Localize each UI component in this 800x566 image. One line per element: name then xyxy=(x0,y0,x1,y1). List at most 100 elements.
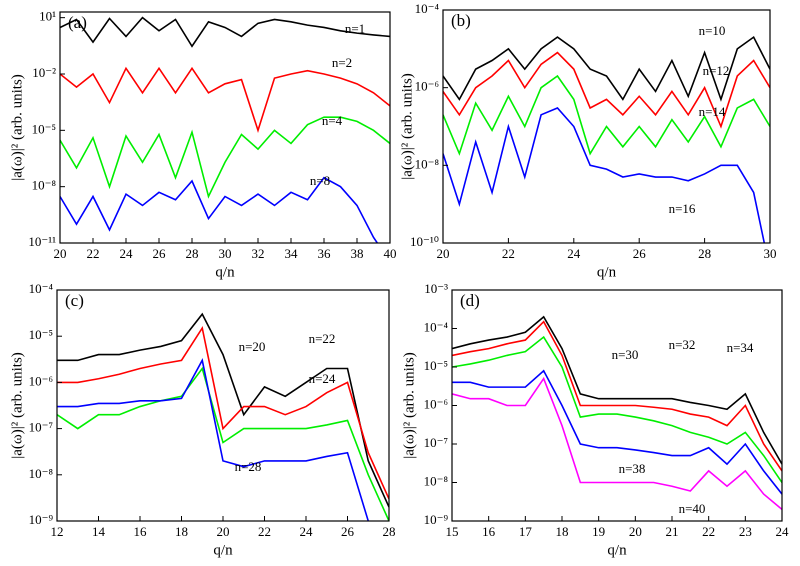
x-tick-label: 18 xyxy=(556,524,569,539)
x-tick-label: 17 xyxy=(519,524,533,539)
x-tick-label: 14 xyxy=(92,524,106,539)
x-tick-label: 38 xyxy=(351,246,364,261)
plot-area xyxy=(452,315,782,511)
x-tick-label: 24 xyxy=(567,246,581,261)
data-line xyxy=(452,376,782,511)
data-line xyxy=(443,51,770,129)
x-tick-label: 16 xyxy=(134,524,148,539)
y-tick-label: 10⁻⁴ xyxy=(424,319,449,334)
curve-label: n=16 xyxy=(669,201,696,216)
x-tick-label: 34 xyxy=(285,246,299,261)
curve-label: n=1 xyxy=(345,21,365,36)
data-line xyxy=(452,315,782,465)
y-tick-label: 10⁻⁴ xyxy=(29,281,54,296)
x-tick-label: 20 xyxy=(437,246,450,261)
x-tick-label: 30 xyxy=(764,246,777,261)
y-tick-label: 10⁻⁸ xyxy=(32,178,57,193)
y-axis-title: |a(ω)|² (arb. units) xyxy=(401,352,417,459)
x-tick-label: 22 xyxy=(502,246,515,261)
data-line xyxy=(60,66,390,133)
curve-label: n=12 xyxy=(703,63,730,78)
x-tick-label: 28 xyxy=(698,246,711,261)
x-tick-label: 20 xyxy=(54,246,67,261)
curve-label: n=32 xyxy=(669,337,696,352)
x-tick-label: 24 xyxy=(776,524,790,539)
data-line xyxy=(452,320,782,472)
x-tick-label: 18 xyxy=(175,524,188,539)
axes-frame xyxy=(442,9,771,244)
y-tick-label: 10⁻⁶ xyxy=(29,373,53,388)
data-line xyxy=(60,16,390,48)
curve-label: n=34 xyxy=(727,340,754,355)
x-tick-label: 24 xyxy=(120,246,134,261)
y-tick-label: 10⁻² xyxy=(32,65,56,80)
y-tick-label: 10⁻¹⁰ xyxy=(410,234,439,249)
x-tick-label: 26 xyxy=(153,246,167,261)
data-line xyxy=(60,176,379,243)
curve-label: n=30 xyxy=(612,347,639,362)
data-line xyxy=(443,35,770,102)
curve-label: n=2 xyxy=(332,55,352,70)
curve-label: n=20 xyxy=(239,339,266,354)
panel: n=20 n=22 n=24 n=28 12 14 16 18 20 22 24 26 28 10⁻⁹ 10… xyxy=(9,281,395,558)
axes-frame xyxy=(56,289,390,522)
y-tick-label: 10⁻⁹ xyxy=(29,512,54,527)
y-tick-label: 10⁻⁷ xyxy=(424,435,448,450)
x-tick-label: 26 xyxy=(341,524,355,539)
x-tick-label: 32 xyxy=(252,246,265,261)
panel-label: (b) xyxy=(451,11,471,30)
x-tick-label: 21 xyxy=(666,524,679,539)
y-tick-label: 10⁻⁴ xyxy=(415,1,440,16)
panel-label: (d) xyxy=(460,291,480,310)
x-tick-label: 28 xyxy=(186,246,199,261)
curve-label: n=10 xyxy=(699,23,726,38)
x-tick-label: 16 xyxy=(482,524,496,539)
panel: n=10 n=12 n=14 n=16 20 22 24 26 28 30 10⁻¹⁰ 10⁻⁸ 10⁻… xyxy=(399,1,776,280)
curve-label: n=4 xyxy=(322,113,343,128)
x-tick-label: 12 xyxy=(51,524,64,539)
data-line xyxy=(452,335,782,483)
x-tick-label: 40 xyxy=(384,246,397,261)
x-tick-label: 15 xyxy=(446,524,459,539)
y-tick-label: 10⁻⁵ xyxy=(424,358,448,373)
x-tick-label: 24 xyxy=(300,524,314,539)
plot-area xyxy=(60,16,390,243)
y-tick-label: 10⁻¹¹ xyxy=(28,234,56,249)
x-tick-label: 23 xyxy=(739,524,752,539)
y-tick-label: 10⁻⁶ xyxy=(415,79,439,94)
panel: n=30 n=32 n=34 n=38 n=40 15 16 17 18 19 20 21 22 23 24… xyxy=(401,281,789,558)
data-line xyxy=(443,74,770,156)
x-axis-title: q/n xyxy=(607,542,627,558)
data-line xyxy=(57,358,370,521)
plot-area xyxy=(443,35,770,243)
data-line xyxy=(57,325,389,500)
y-tick-label: 10⁻⁵ xyxy=(29,327,53,342)
x-tick-label: 22 xyxy=(702,524,715,539)
x-tick-label: 20 xyxy=(217,524,230,539)
curve-label: n=24 xyxy=(309,371,336,386)
y-axis-title: |a(ω)|² (arb. units) xyxy=(399,73,415,180)
curve-label: n=22 xyxy=(309,331,336,346)
curve-label: n=28 xyxy=(235,459,262,474)
x-tick-label: 22 xyxy=(258,524,271,539)
x-tick-label: 28 xyxy=(383,524,396,539)
y-tick-label: 10⁻⁸ xyxy=(424,473,449,488)
x-tick-label: 30 xyxy=(219,246,232,261)
x-tick-label: 20 xyxy=(629,524,642,539)
data-line xyxy=(443,107,766,243)
y-tick-label: 10⁻⁸ xyxy=(29,466,54,481)
x-tick-label: 22 xyxy=(87,246,100,261)
y-tick-label: 10⁻³ xyxy=(424,281,448,296)
curve-label: n=14 xyxy=(699,104,726,119)
curve-label: n=38 xyxy=(619,461,646,476)
x-tick-label: 19 xyxy=(592,524,605,539)
data-line xyxy=(57,312,389,508)
panel: n=1 n=2 n=4 n=8 20 22 24 26 28 30 32 34 36 38 40 10⁻¹¹ 1… xyxy=(9,9,396,281)
panel-label: (a) xyxy=(68,13,87,32)
data-line xyxy=(60,116,390,199)
x-tick-label: 26 xyxy=(633,246,647,261)
x-axis-title: q/n xyxy=(597,264,617,280)
x-tick-label: 36 xyxy=(318,246,332,261)
y-axis-title: |a(ω)|² (arb. units) xyxy=(9,74,25,181)
